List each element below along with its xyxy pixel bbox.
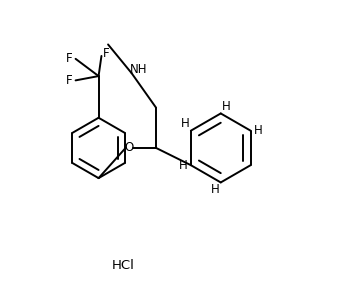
Text: HCl: HCl (112, 259, 134, 272)
Text: H: H (181, 117, 190, 130)
Text: F: F (66, 52, 73, 65)
Text: H: H (178, 159, 187, 172)
Text: H: H (211, 183, 220, 196)
Text: H: H (222, 100, 230, 113)
Text: F: F (103, 47, 110, 60)
Text: H: H (254, 124, 263, 137)
Text: NH: NH (130, 63, 148, 76)
Text: O: O (125, 142, 134, 154)
Text: F: F (66, 74, 73, 87)
